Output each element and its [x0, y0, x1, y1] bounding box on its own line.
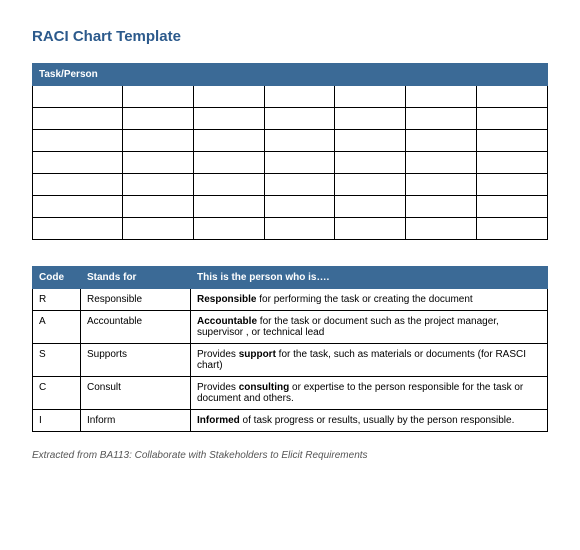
raci-header-col	[406, 64, 477, 86]
table-cell	[123, 108, 194, 130]
table-cell	[264, 218, 335, 240]
raci-table: Task/Person	[32, 63, 548, 240]
table-cell	[33, 86, 123, 108]
raci-header-col	[335, 64, 406, 86]
table-cell	[477, 130, 548, 152]
table-cell	[33, 130, 123, 152]
table-row	[33, 86, 548, 108]
table-cell	[477, 86, 548, 108]
raci-header-row: Task/Person	[33, 64, 548, 86]
table-cell	[33, 196, 123, 218]
table-cell	[123, 218, 194, 240]
page-title: RACI Chart Template	[32, 28, 548, 45]
table-cell	[335, 130, 406, 152]
table-cell	[477, 152, 548, 174]
table-cell	[123, 174, 194, 196]
raci-header-task-person: Task/Person	[33, 64, 123, 86]
table-cell	[264, 152, 335, 174]
table-cell	[406, 86, 477, 108]
table-cell	[406, 108, 477, 130]
table-cell	[406, 174, 477, 196]
table-cell	[33, 174, 123, 196]
table-cell	[264, 86, 335, 108]
table-cell	[123, 86, 194, 108]
table-cell	[123, 130, 194, 152]
legend-stands: Inform	[81, 410, 191, 432]
table-cell	[264, 174, 335, 196]
legend-code: A	[33, 311, 81, 344]
table-cell	[477, 218, 548, 240]
legend-code: S	[33, 344, 81, 377]
table-cell	[264, 108, 335, 130]
table-row: CConsultProvides consulting or expertise…	[33, 377, 548, 410]
table-cell	[264, 196, 335, 218]
table-cell	[406, 130, 477, 152]
legend-stands: Responsible	[81, 289, 191, 311]
table-row	[33, 130, 548, 152]
table-cell	[477, 174, 548, 196]
table-row	[33, 108, 548, 130]
table-cell	[33, 152, 123, 174]
table-row	[33, 196, 548, 218]
table-cell	[335, 218, 406, 240]
legend-header-desc: This is the person who is….	[191, 267, 548, 289]
legend-header-stands: Stands for	[81, 267, 191, 289]
raci-body	[33, 86, 548, 240]
table-cell	[335, 86, 406, 108]
legend-desc: Accountable for the task or document suc…	[191, 311, 548, 344]
legend-desc: Provides support for the task, such as m…	[191, 344, 548, 377]
table-cell	[193, 86, 264, 108]
legend-body: RResponsibleResponsible for performing t…	[33, 289, 548, 432]
table-cell	[335, 152, 406, 174]
raci-header-col	[193, 64, 264, 86]
raci-header-col	[123, 64, 194, 86]
legend-stands: Supports	[81, 344, 191, 377]
legend-code: R	[33, 289, 81, 311]
table-cell	[33, 108, 123, 130]
table-cell	[193, 196, 264, 218]
table-cell	[193, 174, 264, 196]
legend-table: Code Stands for This is the person who i…	[32, 266, 548, 432]
table-cell	[477, 196, 548, 218]
table-cell	[335, 174, 406, 196]
table-row	[33, 218, 548, 240]
legend-header-code: Code	[33, 267, 81, 289]
table-row: SSupportsProvides support for the task, …	[33, 344, 548, 377]
raci-header-col	[264, 64, 335, 86]
table-cell	[406, 152, 477, 174]
legend-desc: Provides consulting or expertise to the …	[191, 377, 548, 410]
table-cell	[335, 196, 406, 218]
table-cell	[193, 152, 264, 174]
table-row	[33, 174, 548, 196]
table-cell	[33, 218, 123, 240]
legend-header-row: Code Stands for This is the person who i…	[33, 267, 548, 289]
raci-header-col	[477, 64, 548, 86]
legend-desc: Responsible for performing the task or c…	[191, 289, 548, 311]
legend-stands: Consult	[81, 377, 191, 410]
table-cell	[193, 108, 264, 130]
table-row	[33, 152, 548, 174]
table-row: IInformInformed of task progress or resu…	[33, 410, 548, 432]
table-cell	[264, 130, 335, 152]
table-cell	[193, 130, 264, 152]
table-cell	[193, 218, 264, 240]
footnote: Extracted from BA113: Collaborate with S…	[32, 450, 548, 461]
table-cell	[123, 196, 194, 218]
legend-stands: Accountable	[81, 311, 191, 344]
table-row: AAccountableAccountable for the task or …	[33, 311, 548, 344]
legend-code: I	[33, 410, 81, 432]
table-cell	[477, 108, 548, 130]
legend-code: C	[33, 377, 81, 410]
table-cell	[406, 196, 477, 218]
table-cell	[335, 108, 406, 130]
legend-desc: Informed of task progress or results, us…	[191, 410, 548, 432]
table-row: RResponsibleResponsible for performing t…	[33, 289, 548, 311]
table-cell	[123, 152, 194, 174]
table-cell	[406, 218, 477, 240]
